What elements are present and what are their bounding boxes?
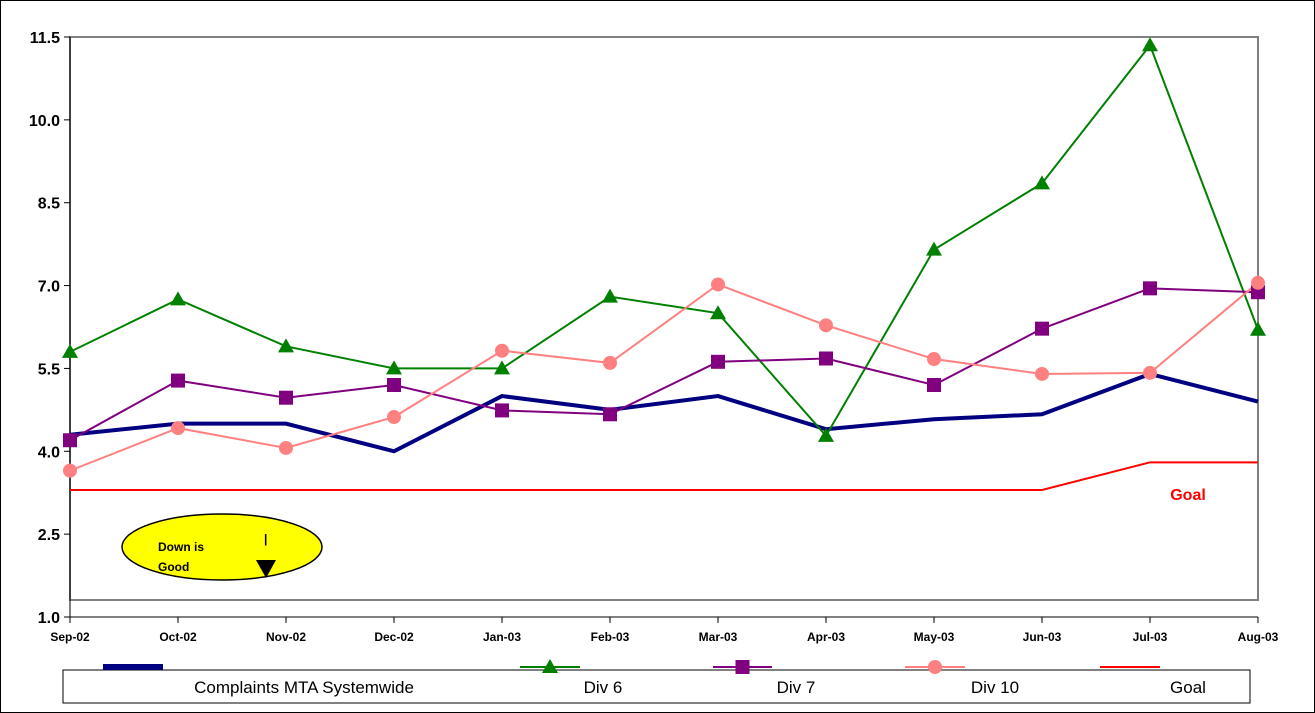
data-point-div-7 [171, 373, 185, 388]
data-point-div-7 [1035, 321, 1049, 336]
data-point-div-7 [63, 433, 77, 448]
note-ellipse [121, 513, 323, 581]
y-tick-label: 4.0 [38, 444, 60, 461]
data-point-div-7 [1143, 281, 1157, 296]
legend-label-div-6: Div 6 [584, 678, 623, 697]
data-point-div-7 [603, 407, 617, 422]
data-point-div-10 [171, 421, 185, 436]
series-line-complaints-mta-systemwide [69, 371, 1259, 454]
goal-label: Goal [1170, 487, 1206, 504]
y-tick-label: 2.5 [38, 527, 60, 544]
data-point-div-10 [63, 463, 77, 478]
x-tick-label: Jul-03 [1133, 630, 1168, 644]
legend-marker-div-6 [542, 659, 558, 673]
data-point-div-6 [278, 338, 294, 353]
series-line-div-7 [69, 287, 1259, 442]
data-point-div-10 [1143, 365, 1157, 380]
series-line-div-10 [69, 282, 1259, 472]
x-tick-label: Dec-02 [374, 630, 414, 644]
legend-marker-div-7 [735, 660, 750, 674]
y-tick-label: 1.0 [38, 610, 60, 627]
down-arrow-icon [256, 560, 276, 578]
data-point-div-6 [818, 427, 834, 442]
series-lines [69, 43, 1259, 491]
x-tick-label: Oct-02 [159, 630, 197, 644]
y-axis-ticks: 1.0 2.5 4.0 5.5 7.0 8.5 10.0 11.5 [29, 30, 70, 627]
data-point-div-6 [1142, 37, 1158, 52]
data-point-div-7 [387, 378, 401, 392]
y-tick-label: 8.5 [38, 196, 60, 213]
series-line-goal [70, 461, 1258, 491]
data-point-div-6 [926, 241, 942, 256]
legend-items: Complaints MTA Systemwide Div 6 Div 7 Div 1… [103, 659, 1206, 697]
data-point-div-6 [494, 360, 510, 375]
y-tick-label: 7.0 [38, 279, 60, 296]
data-point-div-7 [927, 378, 941, 392]
y-tick-label: 5.5 [38, 361, 60, 378]
x-axis-ticks: Sep-02 Oct-02 Nov-02 Dec-02 Jan-03 Feb-03 Mar-… [50, 617, 1279, 644]
x-tick-label: Jun-03 [1023, 630, 1062, 644]
data-point-div-10 [603, 355, 617, 370]
x-tick-label: Sep-02 [50, 630, 90, 644]
data-point-div-6 [386, 360, 402, 375]
down-is-good-note: Down is Good | [121, 513, 323, 581]
y-tick-label: 11.5 [30, 30, 60, 47]
data-point-div-10 [387, 410, 401, 425]
y-tick-label: 10.0 [29, 113, 60, 130]
legend-label-goal: Goal [1170, 678, 1206, 697]
x-tick-label: Apr-03 [807, 630, 845, 644]
data-point-div-10 [495, 343, 509, 358]
data-point-div-10 [1035, 366, 1049, 381]
data-point-div-6 [62, 343, 78, 358]
x-tick-label: Jan-03 [483, 630, 521, 644]
data-point-div-7 [711, 354, 725, 369]
x-tick-label: Mar-03 [699, 630, 738, 644]
data-point-div-10 [279, 440, 293, 455]
note-line-1: Down is [158, 540, 204, 554]
data-point-div-7 [279, 390, 293, 405]
data-point-div-6 [1250, 321, 1266, 336]
data-point-div-10 [927, 352, 941, 367]
legend-box [62, 669, 1251, 704]
x-tick-label: May-03 [914, 630, 955, 644]
data-point-div-7 [819, 351, 833, 366]
data-point-div-6 [602, 288, 618, 303]
series-markers [62, 37, 1266, 478]
legend-label-div-10: Div 10 [971, 678, 1019, 697]
data-point-div-6 [1034, 175, 1050, 190]
data-point-div-6 [710, 305, 726, 320]
legend: Complaints MTA Systemwide Div 6 Div 7 Div 1… [62, 659, 1251, 704]
legend-label-div-7: Div 7 [777, 678, 816, 697]
data-point-div-10 [819, 318, 833, 333]
data-point-div-10 [711, 277, 725, 292]
note-tick: | [264, 532, 267, 546]
x-tick-label: Nov-02 [266, 630, 306, 644]
note-line-2: Good [158, 560, 189, 574]
series-line-div-6 [69, 43, 1259, 438]
data-point-div-6 [170, 291, 186, 306]
data-point-div-10 [1251, 275, 1265, 290]
data-point-div-7 [495, 403, 509, 418]
plot-area-border [69, 36, 1259, 601]
x-tick-label: Aug-03 [1238, 630, 1279, 644]
legend-label-complaints-mta-systemwide: Complaints MTA Systemwide [194, 678, 414, 697]
legend-marker-div-10 [928, 660, 942, 674]
x-tick-label: Feb-03 [591, 630, 630, 644]
